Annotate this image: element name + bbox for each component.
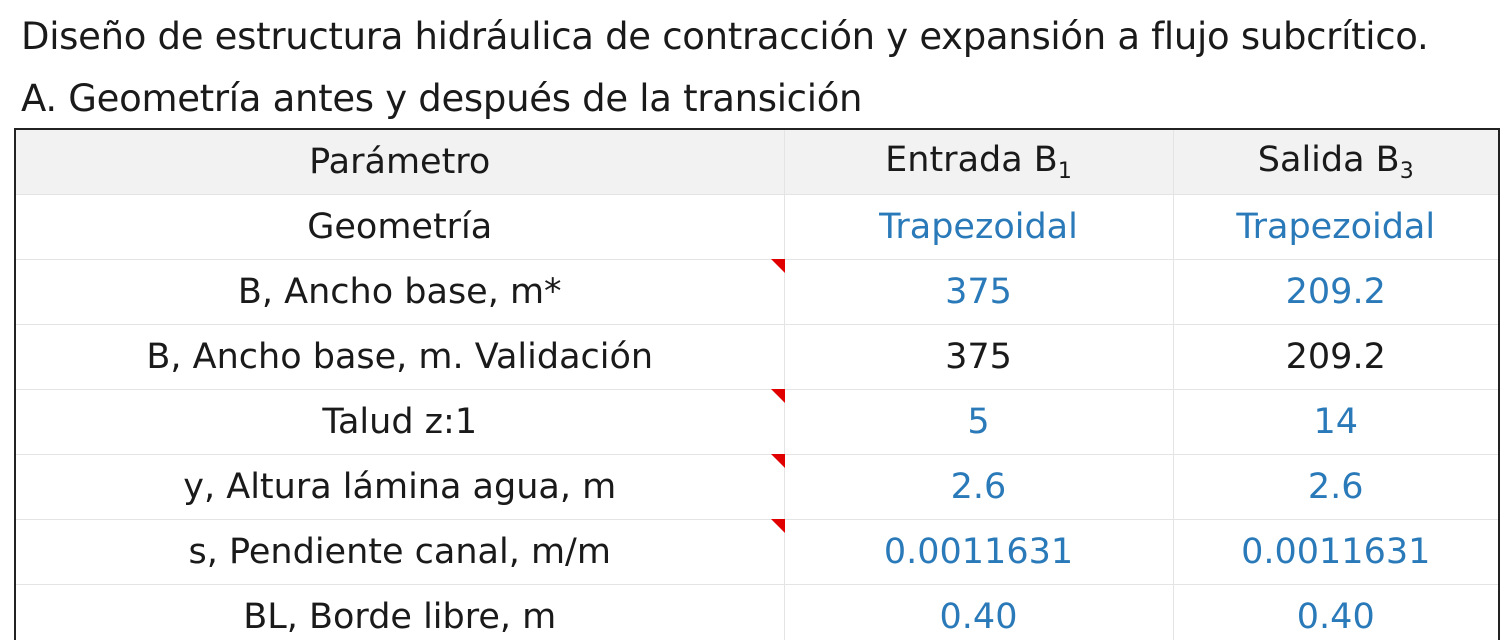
parameter-cell[interactable]: s, Pendiente canal, m/m — [14, 519, 785, 585]
geometry-table: Parámetro Entrada B1 Salida B3 Geometría… — [14, 128, 1500, 640]
parameter-cell[interactable]: y, Altura lámina agua, m — [14, 454, 785, 520]
parameter-cell[interactable]: B, Ancho base, m. Validación — [14, 324, 785, 390]
table-row: B, Ancho base, m. Validación 375 209.2 — [14, 324, 1500, 390]
table-body: Geometría Trapezoidal Trapezoidal B, Ancho … — [14, 194, 1500, 640]
inlet-value-cell[interactable]: 0.40 — [783, 584, 1174, 640]
outlet-value-cell[interactable]: 14 — [1172, 389, 1500, 455]
table-row: B, Ancho base, m* 375 209.2 — [14, 259, 1500, 325]
header-outlet[interactable]: Salida B3 — [1172, 128, 1500, 195]
document-title: Diseño de estructura hidráulica de contr… — [21, 15, 1429, 58]
table-header-row: Parámetro Entrada B1 Salida B3 — [14, 128, 1500, 195]
header-inlet-subscript: 1 — [1057, 159, 1072, 184]
inlet-value-cell[interactable]: 375 — [783, 259, 1174, 325]
inlet-value-cell[interactable]: 0.0011631 — [783, 519, 1174, 585]
header-inlet-label: Entrada B — [885, 140, 1058, 180]
inlet-value-cell[interactable]: 2.6 — [783, 454, 1174, 520]
comment-indicator-icon[interactable] — [770, 519, 785, 533]
comment-indicator-icon[interactable] — [770, 259, 785, 273]
parameter-cell[interactable]: Geometría — [14, 194, 785, 260]
header-outlet-label: Salida B — [1257, 140, 1400, 180]
outlet-value-cell[interactable]: 2.6 — [1172, 454, 1500, 520]
outlet-value-cell[interactable]: Trapezoidal — [1172, 194, 1500, 260]
outlet-value-cell[interactable]: 209.2 — [1172, 324, 1500, 390]
parameter-cell[interactable]: B, Ancho base, m* — [14, 259, 785, 325]
table-row: Talud z:1 5 14 — [14, 389, 1500, 455]
comment-indicator-icon[interactable] — [770, 454, 785, 468]
comment-indicator-icon[interactable] — [770, 389, 785, 403]
header-outlet-subscript: 3 — [1399, 159, 1414, 184]
inlet-value-cell[interactable]: 375 — [783, 324, 1174, 390]
parameter-cell[interactable]: BL, Borde libre, m — [14, 584, 785, 640]
inlet-value-cell[interactable]: Trapezoidal — [783, 194, 1174, 260]
outlet-value-cell[interactable]: 209.2 — [1172, 259, 1500, 325]
outlet-value-cell[interactable]: 0.40 — [1172, 584, 1500, 640]
table-row: s, Pendiente canal, m/m 0.0011631 0.001163… — [14, 519, 1500, 585]
table-row: BL, Borde libre, m 0.40 0.40 — [14, 584, 1500, 640]
section-title: A. Geometría antes y después de la trans… — [21, 77, 863, 120]
table-row: y, Altura lámina agua, m 2.6 2.6 — [14, 454, 1500, 520]
outlet-value-cell[interactable]: 0.0011631 — [1172, 519, 1500, 585]
inlet-value-cell[interactable]: 5 — [783, 389, 1174, 455]
header-parameter[interactable]: Parámetro — [14, 128, 785, 195]
table-row: Geometría Trapezoidal Trapezoidal — [14, 194, 1500, 260]
header-inlet[interactable]: Entrada B1 — [783, 128, 1174, 195]
parameter-cell[interactable]: Talud z:1 — [14, 389, 785, 455]
